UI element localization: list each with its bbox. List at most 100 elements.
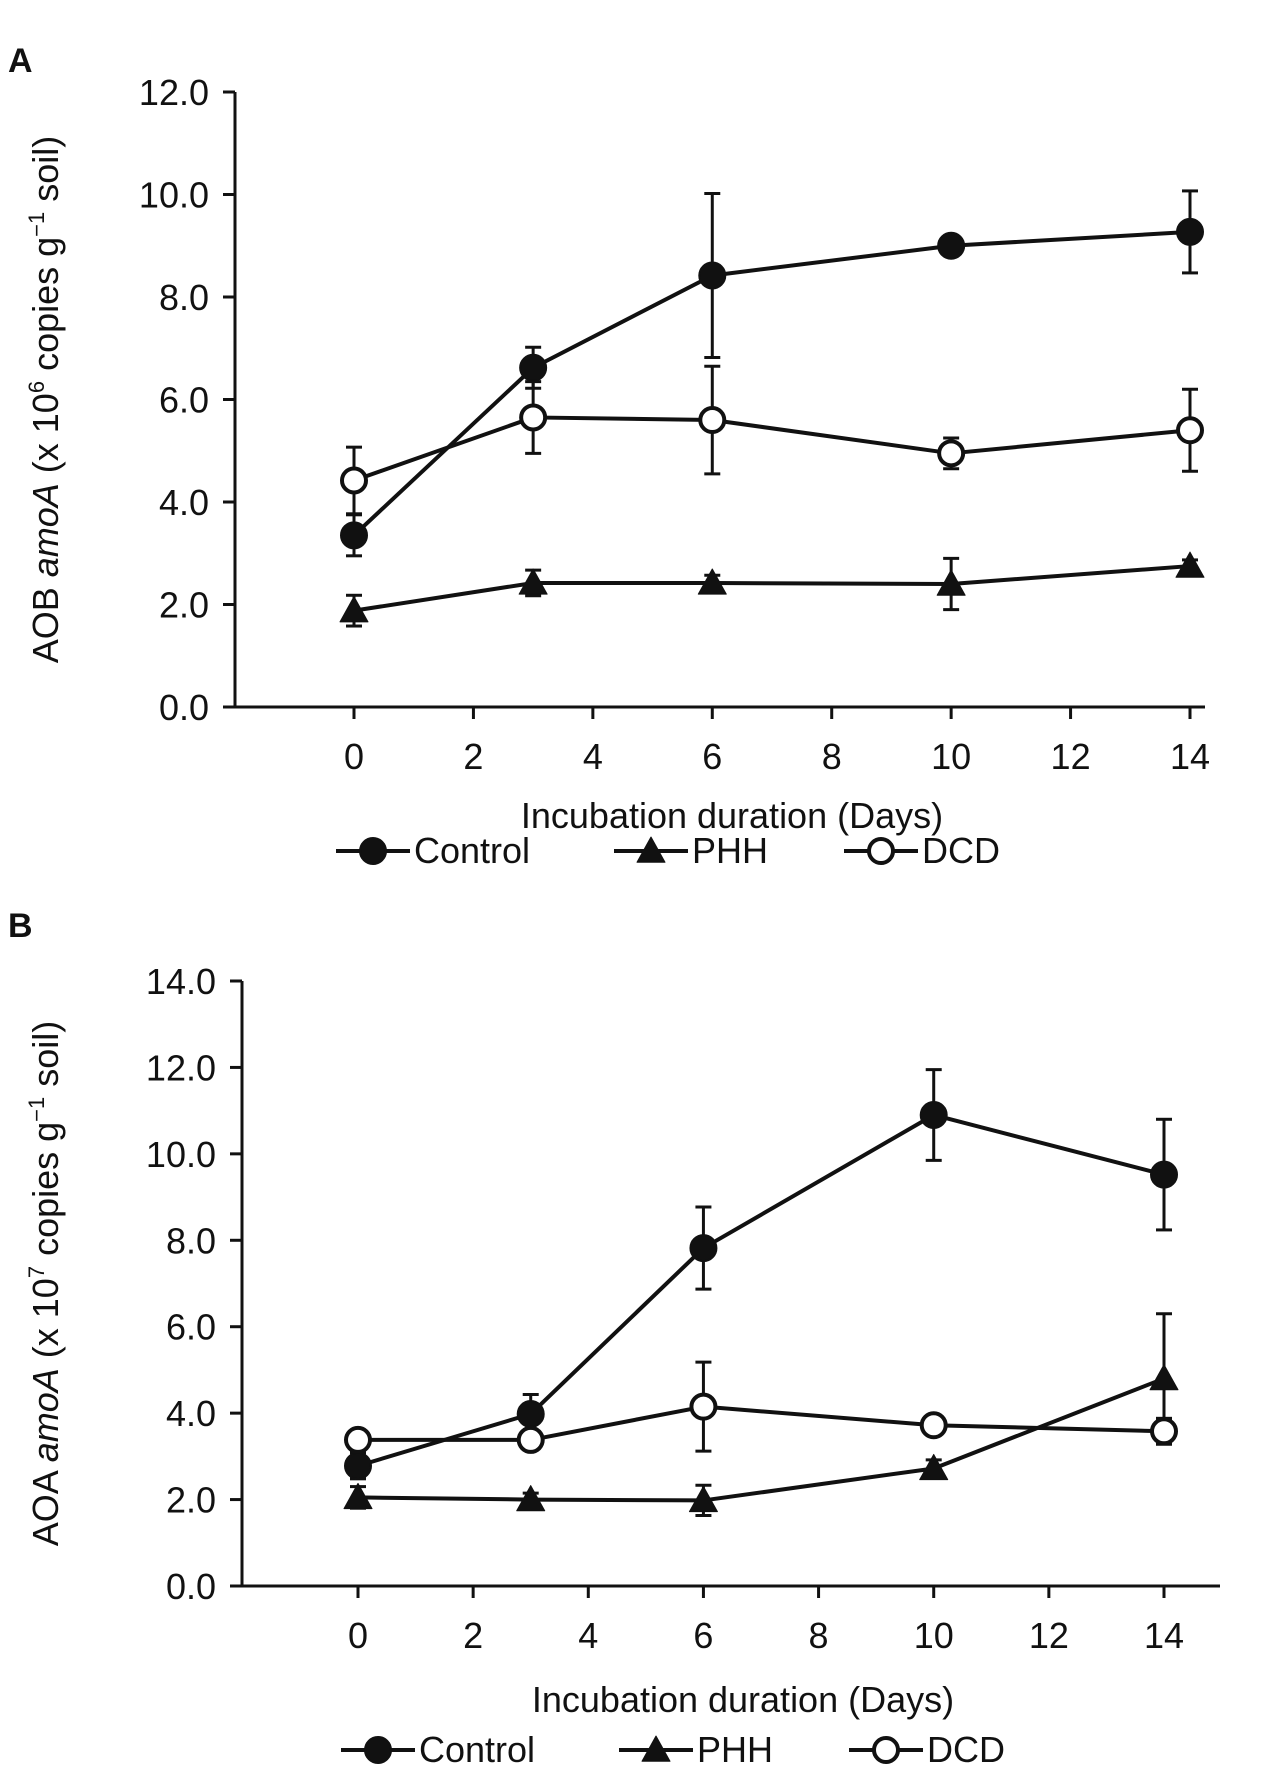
data-point xyxy=(516,1485,546,1512)
x-axis-title: Incubation duration (Days) xyxy=(532,1679,954,1720)
y-tick-label: 8.0 xyxy=(166,1220,216,1261)
data-point xyxy=(697,568,727,595)
y-tick-label: 0.0 xyxy=(166,1566,216,1607)
legend-item-dcd: DCD xyxy=(844,830,1000,871)
data-point xyxy=(919,1100,948,1129)
data-point xyxy=(1149,1364,1179,1391)
legend: Control PHH DCD xyxy=(336,830,1000,871)
x-tick-label: 12 xyxy=(1029,1615,1069,1656)
data-point xyxy=(937,231,966,260)
legend-label: PHH xyxy=(697,1729,773,1770)
data-point xyxy=(516,1425,545,1454)
x-tick-label: 0 xyxy=(348,1615,368,1656)
data-point xyxy=(936,569,966,596)
panel-letter: B xyxy=(8,907,33,945)
x-tick-label: 0 xyxy=(344,736,364,777)
legend-marker xyxy=(364,1736,392,1764)
legend-marker xyxy=(641,1735,671,1762)
data-point xyxy=(937,439,966,468)
y-tick-label: 2.0 xyxy=(159,585,209,626)
legend-label: PHH xyxy=(692,830,768,871)
legend-item-phh: PHH xyxy=(619,1729,773,1770)
y-axis-title-part: copies g xyxy=(25,237,66,381)
y-axis-title-part: soil) xyxy=(25,136,66,212)
y-axis-title-part: amoA xyxy=(25,1368,66,1462)
data-point xyxy=(519,403,548,432)
legend-label: DCD xyxy=(927,1729,1005,1770)
x-axis-title: Incubation duration (Days) xyxy=(521,795,943,836)
data-point xyxy=(340,521,368,550)
data-point xyxy=(689,1392,718,1421)
y-tick-label: 6.0 xyxy=(166,1307,216,1348)
data-point xyxy=(518,568,548,595)
y-tick-label: 4.0 xyxy=(159,482,209,523)
x-tick-label: 2 xyxy=(463,1615,483,1656)
data-point xyxy=(919,1411,948,1440)
x-tick-label: 8 xyxy=(809,1615,829,1656)
y-axis-title-part: −1 xyxy=(24,1097,49,1122)
data-point xyxy=(1150,1160,1178,1189)
data-point xyxy=(343,1482,373,1510)
legend-item-dcd: DCD xyxy=(849,1729,1005,1770)
legend-marker xyxy=(867,837,895,865)
data-point xyxy=(1150,1417,1178,1446)
legend: Control PHH DCD xyxy=(341,1729,1005,1770)
series-line xyxy=(353,564,1191,613)
y-tick-label: 14.0 xyxy=(146,961,216,1002)
legend-marker xyxy=(636,836,666,863)
data-point xyxy=(344,1451,372,1480)
x-tick-label: 8 xyxy=(822,736,842,777)
series-phh xyxy=(339,551,1205,628)
y-axis-title: AOB amoA (x 106 copies g−1 soil) xyxy=(24,136,66,664)
x-tick-label: 10 xyxy=(931,736,971,777)
y-axis-title-part: −1 xyxy=(24,212,49,237)
legend-item-phh: PHH xyxy=(614,830,768,871)
x-tick-label: 10 xyxy=(914,1615,954,1656)
x-tick-label: 6 xyxy=(702,736,722,777)
x-tick-label: 14 xyxy=(1144,1615,1184,1656)
y-tick-label: 2.0 xyxy=(166,1480,216,1521)
y-tick-label: 0.0 xyxy=(159,687,209,728)
series-line xyxy=(352,229,1191,537)
y-axis-title-part: AOB xyxy=(25,577,66,663)
data-point xyxy=(519,353,548,382)
y-axis-title-part: 7 xyxy=(24,1266,49,1278)
y-axis-title-part: amoA xyxy=(25,483,66,577)
y-axis-title-part: 6 xyxy=(24,381,49,393)
data-point xyxy=(919,1453,949,1481)
series-control xyxy=(340,189,1204,558)
y-tick-label: 12.0 xyxy=(146,1047,216,1088)
data-point xyxy=(1176,416,1204,445)
legend-label: Control xyxy=(419,1729,535,1770)
legend-item-control: Control xyxy=(336,830,530,871)
data-point xyxy=(516,1400,545,1429)
series-control xyxy=(344,1068,1178,1481)
x-tick-label: 12 xyxy=(1051,736,1091,777)
data-point xyxy=(1175,551,1205,578)
x-tick-label: 4 xyxy=(583,736,603,777)
y-axis-title-part: AOA xyxy=(25,1462,66,1546)
legend-marker xyxy=(359,837,387,865)
data-point xyxy=(688,1485,718,1513)
data-point xyxy=(698,406,727,434)
legend-marker xyxy=(872,1736,900,1764)
y-axis-title: AOA amoA (x 107 copies g−1 soil) xyxy=(24,1021,66,1547)
y-tick-label: 8.0 xyxy=(159,277,209,318)
y-axis-title-part: (x 10 xyxy=(25,1278,66,1368)
data-point xyxy=(340,466,368,495)
x-tick-label: 2 xyxy=(463,736,483,777)
chart-panel-a: A 0.0 2.0 4.0 6.0 8.0 10.0 12.0 0 2 4 6 8 10 12 14 Incub… xyxy=(8,42,1210,871)
y-tick-label: 6.0 xyxy=(159,380,209,421)
chart-panel-b: B 0.0 2.0 4.0 6.0 8.0 10.0 12.0 14.0 0 2 4 6 8 10 12 14 I… xyxy=(8,907,1220,1770)
y-axis-title-part: (x 10 xyxy=(25,393,66,483)
x-tick-label: 4 xyxy=(578,1615,598,1656)
x-tick-label: 14 xyxy=(1170,736,1210,777)
y-axis-title-part: soil) xyxy=(25,1021,66,1097)
y-tick-label: 10.0 xyxy=(146,1134,216,1175)
series-dcd xyxy=(340,364,1204,516)
legend-label: Control xyxy=(414,830,530,871)
data-point xyxy=(689,1234,718,1263)
x-tick-label: 6 xyxy=(693,1615,713,1656)
y-tick-label: 10.0 xyxy=(139,175,209,216)
